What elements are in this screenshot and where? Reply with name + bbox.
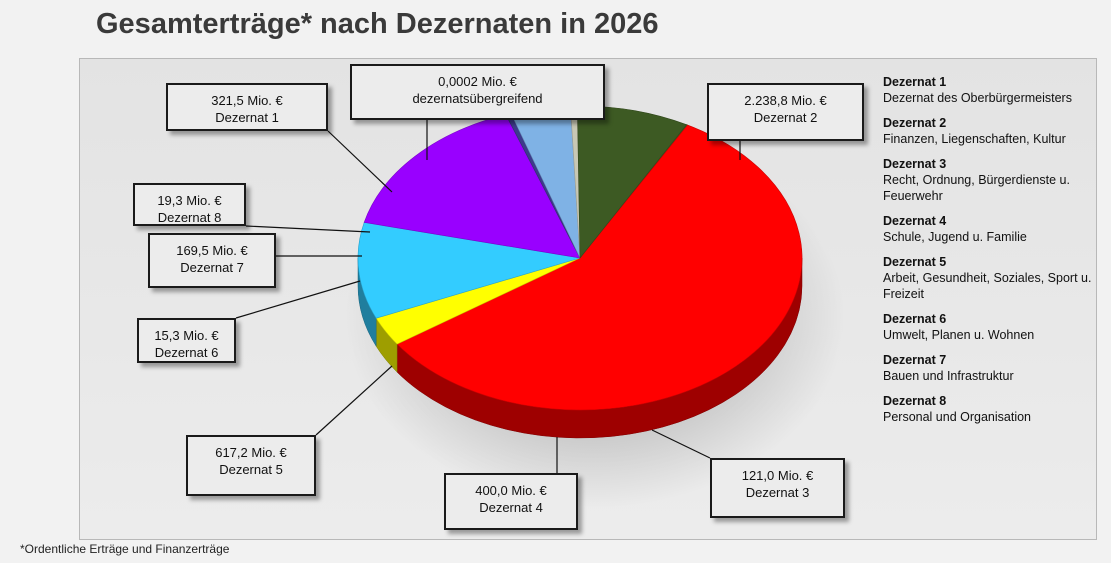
data-label-name: Dezernat 2 xyxy=(753,110,818,125)
callout-dezernat-4: 400,0 Mio. € Dezernat 4 xyxy=(444,473,578,530)
callout-dezernat-1: 321,5 Mio. € Dezernat 1 xyxy=(166,83,328,131)
callout-dezernat-2: 2.238,8 Mio. € Dezernat 2 xyxy=(707,83,864,141)
callout-dezernatsuebergreifend: 0,0002 Mio. € dezernatsübergreifend xyxy=(350,64,605,120)
legend-description: Personal und Organisation xyxy=(883,410,1032,424)
pie-slice-dezernat-5 xyxy=(363,114,581,259)
legend-description: Umwelt, Planen u. Wohnen xyxy=(883,328,1035,342)
data-label-name: Dezernat 1 xyxy=(215,110,279,125)
callout-dezernat-5: 617,2 Mio. € Dezernat 5 xyxy=(186,435,316,496)
legend-heading: Dezernat 7 xyxy=(883,353,947,367)
footnote: *Ordentliche Erträge und Finanzerträge xyxy=(20,542,230,556)
legend-item: Dezernat 1 Dezernat des Oberbürgermeister… xyxy=(883,74,1103,106)
data-label-value: 19,3 Mio. € xyxy=(157,193,222,208)
legend-heading: Dezernat 5 xyxy=(883,255,947,269)
data-label-value: 15,3 Mio. € xyxy=(154,328,219,343)
data-label-value: 121,0 Mio. € xyxy=(741,468,814,483)
leader-line-dezernat-1 xyxy=(327,130,393,193)
callout-dezernat-3: 121,0 Mio. € Dezernat 3 xyxy=(710,458,845,518)
data-label-name: Dezernat 4 xyxy=(479,500,543,515)
legend-item: Dezernat 2 Finanzen, Liegenschaften, Kult… xyxy=(883,115,1103,147)
data-label-value: 321,5 Mio. € xyxy=(211,93,283,108)
leader-line-dezernat-5 xyxy=(315,365,393,436)
legend-heading: Dezernat 8 xyxy=(883,394,947,408)
legend-heading: Dezernat 2 xyxy=(883,116,947,130)
legend: Dezernat 1 Dezernat des Oberbürgermeister… xyxy=(883,74,1103,434)
legend-item: Dezernat 3 Recht, Ordnung, Bürgerdienste … xyxy=(883,156,1103,204)
legend-heading: Dezernat 6 xyxy=(883,312,947,326)
data-label-value: 2.238,8 Mio. € xyxy=(744,93,827,108)
legend-description: Finanzen, Liegenschaften, Kultur xyxy=(883,132,1066,146)
data-label-name: Dezernat 6 xyxy=(154,345,219,360)
callout-dezernat-7: 169,5 Mio. € Dezernat 7 xyxy=(148,233,276,288)
legend-item: Dezernat 4 Schule, Jugend u. Familie xyxy=(883,213,1103,245)
legend-heading: Dezernat 1 xyxy=(883,75,947,89)
data-label-name: Dezernat 3 xyxy=(745,485,810,500)
legend-description: Recht, Ordnung, Bürgerdienste u. Feuerwe… xyxy=(883,173,1070,203)
data-label-value: 617,2 Mio. € xyxy=(215,445,287,460)
legend-heading: Dezernat 3 xyxy=(883,157,947,171)
data-label-value: 400,0 Mio. € xyxy=(475,483,547,498)
legend-item: Dezernat 6 Umwelt, Planen u. Wohnen xyxy=(883,311,1103,343)
legend-description: Dezernat des Oberbürgermeisters xyxy=(883,91,1072,105)
callout-dezernat-8: 19,3 Mio. € Dezernat 8 xyxy=(133,183,246,226)
data-label-name: Dezernat 5 xyxy=(219,462,283,477)
callout-dezernat-6: 15,3 Mio. € Dezernat 6 xyxy=(137,318,236,363)
legend-description: Arbeit, Gesundheit, Soziales, Sport u. F… xyxy=(883,271,1092,301)
pie-slice-dezernat-2 xyxy=(396,124,803,411)
legend-item: Dezernat 7 Bauen und Infrastruktur xyxy=(883,352,1103,384)
data-label-name: Dezernat 7 xyxy=(180,260,244,275)
data-label-name: Dezernat 8 xyxy=(157,210,222,225)
legend-description: Schule, Jugend u. Familie xyxy=(883,230,1027,244)
leader-line-dezernat-8 xyxy=(245,225,371,233)
leader-line-dezernat-3 xyxy=(651,429,711,459)
legend-heading: Dezernat 4 xyxy=(883,214,947,228)
legend-item: Dezernat 8 Personal und Organisation xyxy=(883,393,1103,425)
data-label-value: 0,0002 Mio. € xyxy=(438,74,517,89)
data-label-name: dezernatsübergreifend xyxy=(412,91,543,106)
leader-line-dezernat-6 xyxy=(235,280,361,319)
data-label-value: 169,5 Mio. € xyxy=(176,243,248,258)
legend-description: Bauen und Infrastruktur xyxy=(883,369,1014,383)
legend-item: Dezernat 5 Arbeit, Gesundheit, Soziales, … xyxy=(883,254,1103,302)
chart-title: Gesamterträge* nach Dezernaten in 2026 xyxy=(96,8,659,40)
pie-slice-dezernat-4 xyxy=(357,222,581,319)
